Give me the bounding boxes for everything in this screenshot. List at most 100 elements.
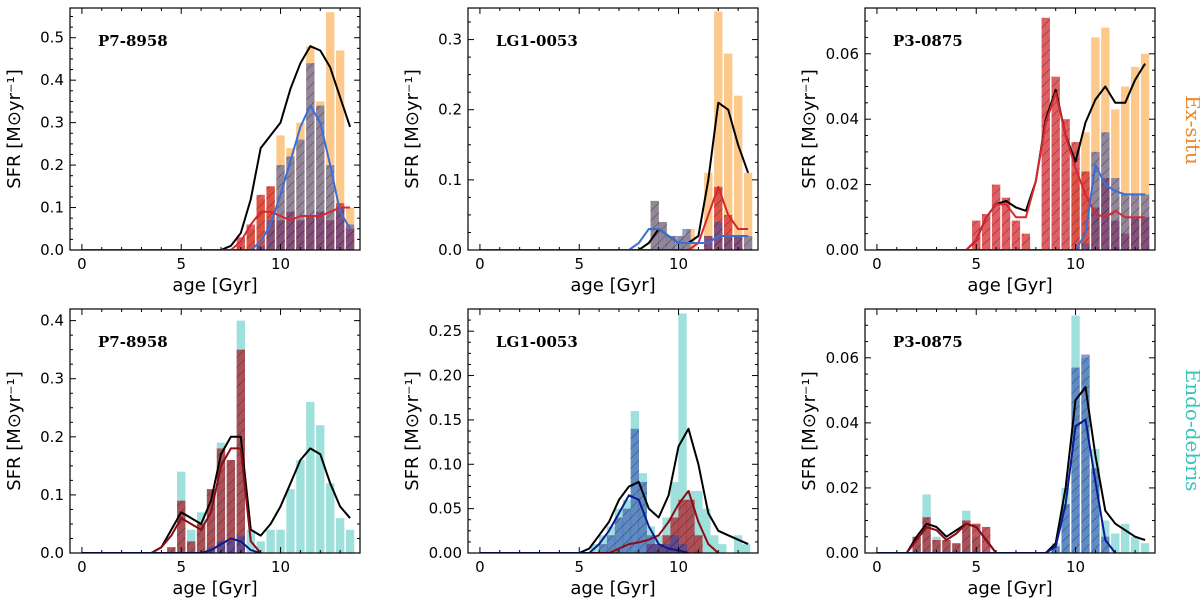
bar-total	[326, 483, 335, 553]
bar-hatch-blue-component	[650, 200, 659, 250]
bar-hatch-blue-component	[1130, 194, 1140, 250]
bar-hatch-blue-component	[1101, 132, 1110, 250]
bar-hatch-red-component	[942, 539, 951, 553]
x-tick-label: 0	[77, 255, 87, 273]
bar-hatch-red-component	[922, 517, 931, 553]
axes-frame	[864, 308, 1156, 554]
bar-total	[710, 535, 719, 553]
y-tick-label: 0.15	[429, 411, 462, 429]
bar-hatch-red-component	[981, 214, 991, 250]
bar-hatch-red-component	[256, 194, 265, 250]
bar-total	[1121, 523, 1130, 553]
x-tick-label: 0	[77, 558, 87, 576]
line-total	[479, 427, 749, 553]
bar-hatch-red-component	[1011, 220, 1021, 250]
panel-5: 0 5 10 0.00 0.05 0.10 0.15 0.20 0.25 age [Gyr] SFR…	[402, 308, 759, 599]
axes-frame	[69, 308, 361, 554]
panel-title: P7-8958	[98, 32, 168, 50]
x-axis-label: age [Gyr]	[570, 275, 655, 296]
panel-4: 0 5 10 0.0 0.1 0.2 0.3 0.4 age [Gyr] SFR [M⊙yr⁻¹]…	[4, 308, 361, 599]
bar-hatch-red-component	[196, 523, 206, 553]
y-axis-label: SFR [M⊙yr⁻¹]	[4, 371, 25, 490]
x-tick-label: 5	[574, 558, 584, 576]
y-tick-label: 0.05	[429, 500, 462, 518]
bar-hatch-blue-component	[296, 139, 305, 250]
bar-hatch-blue-component	[654, 544, 663, 553]
y-tick-label: 0.04	[826, 110, 859, 128]
bar-hatch-blue-component	[1140, 194, 1150, 250]
y-tick-label: 0.00	[826, 544, 859, 562]
axes-frame	[69, 7, 361, 251]
panel-title: P3-0875	[893, 333, 963, 351]
bar-hatch-blue-component	[316, 105, 325, 250]
bar-hatch-blue-component	[1081, 243, 1090, 250]
axes-frame	[467, 7, 759, 251]
bar-hatch-red-component	[972, 523, 981, 553]
bar-total	[345, 529, 355, 553]
y-tick-label: 0.1	[40, 199, 64, 217]
bar-total	[733, 95, 743, 250]
x-axis-label: age [Gyr]	[967, 578, 1052, 599]
bar-hatch-blue-component	[606, 535, 616, 553]
x-tick-label: 10	[1066, 255, 1085, 273]
y-tick-label: 0.0	[40, 544, 64, 562]
y-tick-label: 0.4	[40, 71, 64, 89]
bar-hatch-red-component	[226, 460, 236, 553]
bar-total	[702, 508, 711, 553]
line-blue-component	[479, 228, 749, 250]
bar-hatch-blue-component	[646, 535, 655, 553]
bar-hatch-blue-component	[1051, 546, 1060, 553]
bar-hatch-blue-component	[733, 235, 743, 250]
bar-hatch-blue-component	[236, 535, 245, 553]
plot-area	[479, 313, 751, 553]
bar-total	[1121, 86, 1130, 250]
line-red-component	[876, 522, 997, 553]
line-blue-component	[479, 494, 689, 553]
y-tick-label: 0.06	[826, 349, 859, 367]
bar-hatch-blue-component	[1111, 178, 1120, 250]
bar-hatch-red-component	[678, 499, 687, 553]
y-axis-label: SFR [M⊙yr⁻¹]	[799, 69, 820, 188]
bar-hatch-red-component	[1061, 119, 1070, 250]
x-tick-label: 5	[574, 255, 584, 273]
bar-hatch-blue-component	[622, 508, 632, 553]
bar-hatch-blue-component	[1081, 354, 1090, 553]
x-tick-label: 5	[971, 558, 981, 576]
y-axis-label: SFR [M⊙yr⁻¹]	[402, 69, 423, 188]
bar-total	[306, 401, 315, 553]
bar-hatch-red-component	[952, 543, 961, 553]
y-axis-label: SFR [M⊙yr⁻¹]	[799, 371, 820, 490]
row-label-endo-debris: Endo-debris	[1181, 369, 1200, 492]
bar-hatch-red-component	[1071, 142, 1080, 250]
bar-total	[718, 544, 727, 553]
y-tick-label: 0.2	[40, 428, 64, 446]
bar-total	[1140, 543, 1150, 553]
bar-hatch-red-component	[1021, 233, 1031, 250]
y-tick-label: 0.5	[40, 29, 64, 47]
panel-6: 0 5 10 0.00 0.02 0.04 0.06 age [Gyr] SFR [M⊙yr⁻¹…	[799, 308, 1156, 599]
y-tick-label: 0.4	[40, 312, 64, 330]
y-tick-label: 0.00	[826, 241, 859, 259]
bar-hatch-blue-component	[724, 235, 733, 250]
bar-total	[1111, 533, 1120, 553]
bar-hatch-red-component	[206, 489, 216, 553]
bar-hatch-blue-component	[1101, 536, 1110, 553]
x-axis-label: age [Gyr]	[570, 578, 655, 599]
bar-hatch-blue-component	[614, 517, 624, 553]
bar-hatch-red-component	[236, 237, 245, 250]
bar-hatch-blue-component	[598, 544, 608, 553]
bar-hatch-blue-component	[306, 63, 315, 250]
panel-title: LG1-0053	[496, 32, 578, 50]
bar-total	[335, 518, 345, 553]
bar-hatch-red-component	[686, 499, 695, 553]
bar-total	[743, 172, 753, 250]
x-tick-label: 0	[475, 255, 485, 273]
x-tick-label: 10	[271, 558, 290, 576]
bar-total	[704, 172, 713, 250]
bar-hatch-red-component	[972, 220, 981, 250]
bar-hatch-red-component	[177, 500, 186, 553]
bar-hatch-blue-component	[266, 220, 275, 250]
bar-total	[266, 529, 275, 553]
line-blue-component	[876, 164, 1146, 250]
